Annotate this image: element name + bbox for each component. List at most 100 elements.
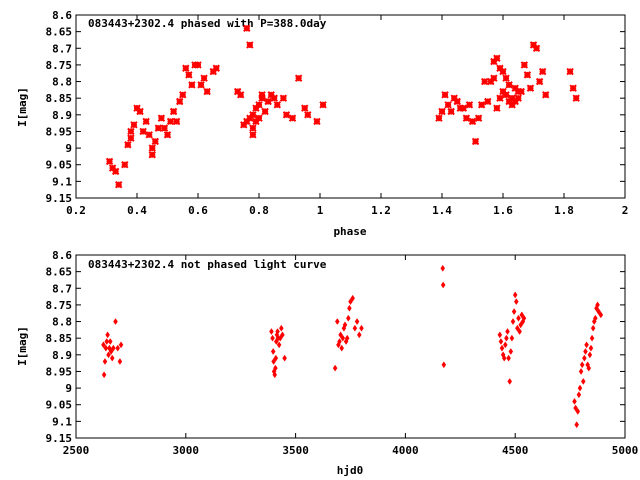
data-point bbox=[249, 111, 257, 119]
data-point bbox=[584, 341, 589, 349]
data-point bbox=[127, 134, 135, 142]
y-ticks: 8.6 8.65 8.7 8.75 8.8 8.85 8.9 8.95 9 9.05 9.1 9.15 bbox=[46, 9, 625, 205]
data-point bbox=[115, 344, 121, 352]
y-tick-label: 8.6 bbox=[52, 9, 72, 22]
data-point bbox=[288, 114, 297, 122]
x-tick-label: 0.6 bbox=[188, 204, 208, 217]
data-point bbox=[350, 294, 355, 302]
data-point bbox=[509, 334, 515, 342]
data-point bbox=[569, 84, 577, 92]
y-tick-label: 8.75 bbox=[46, 59, 73, 72]
data-point bbox=[130, 121, 138, 129]
data-point bbox=[493, 54, 501, 62]
data-point bbox=[104, 338, 110, 345]
x-axis-label: hjd0 bbox=[337, 464, 364, 477]
data-point bbox=[246, 41, 254, 49]
y-tick-label: 9.05 bbox=[46, 399, 73, 412]
y-tick-label: 9 bbox=[65, 142, 72, 155]
data-point bbox=[518, 321, 523, 329]
data-point bbox=[114, 180, 123, 189]
data-point bbox=[453, 97, 461, 106]
data-point bbox=[264, 97, 272, 106]
data-point bbox=[474, 114, 483, 122]
data-point bbox=[589, 334, 595, 342]
data-point bbox=[471, 137, 480, 146]
unphased-light-curve-panel: 083443+2302.4 not phased light curve hjd… bbox=[16, 249, 638, 477]
data-point bbox=[582, 354, 587, 362]
y-tick-label: 9.1 bbox=[52, 175, 72, 188]
data-point bbox=[513, 298, 519, 306]
data-point bbox=[270, 334, 275, 342]
data-point bbox=[261, 107, 269, 116]
data-point bbox=[590, 324, 596, 332]
data-point bbox=[313, 117, 321, 126]
data-point bbox=[462, 114, 471, 122]
x-tick-label: 2500 bbox=[63, 444, 90, 457]
y-tick-label: 8.8 bbox=[52, 316, 72, 329]
data-point bbox=[484, 97, 492, 106]
data-point bbox=[279, 94, 288, 102]
y-tick-label: 8.7 bbox=[52, 42, 72, 55]
data-point bbox=[197, 81, 205, 89]
data-point bbox=[493, 104, 501, 112]
data-point bbox=[586, 364, 592, 372]
data-point bbox=[517, 328, 522, 335]
data-point bbox=[142, 117, 150, 126]
data-point bbox=[510, 318, 516, 325]
data-point bbox=[136, 107, 144, 116]
y-tick-label: 9.15 bbox=[46, 192, 73, 205]
data-point bbox=[160, 124, 169, 132]
data-point bbox=[588, 344, 594, 352]
data-point bbox=[502, 74, 510, 82]
data-point bbox=[270, 348, 276, 355]
data-point bbox=[109, 354, 115, 362]
data-point bbox=[440, 281, 446, 289]
y-tick-label: 8.9 bbox=[52, 109, 72, 122]
data-points bbox=[105, 24, 580, 189]
data-point bbox=[441, 361, 447, 369]
data-point bbox=[541, 91, 550, 99]
data-point bbox=[105, 157, 114, 166]
data-point bbox=[507, 377, 513, 385]
data-point bbox=[258, 94, 266, 102]
data-point bbox=[121, 161, 129, 169]
x-tick-label: 0.4 bbox=[127, 204, 147, 217]
x-tick-label: 3000 bbox=[173, 444, 200, 457]
data-point bbox=[270, 94, 278, 102]
data-point bbox=[124, 141, 132, 149]
data-point bbox=[441, 91, 449, 99]
data-point bbox=[282, 111, 291, 119]
data-point bbox=[576, 391, 582, 399]
y-tick-label: 8.75 bbox=[46, 299, 73, 312]
data-point bbox=[163, 131, 172, 139]
data-point bbox=[468, 117, 477, 126]
data-point bbox=[578, 368, 584, 375]
data-point bbox=[127, 127, 135, 136]
data-point bbox=[179, 91, 187, 99]
y-tick-label: 8.9 bbox=[52, 349, 72, 362]
data-point bbox=[440, 264, 446, 272]
data-point bbox=[508, 348, 514, 355]
data-point bbox=[504, 334, 509, 342]
y-tick-label: 9.1 bbox=[52, 415, 72, 428]
data-point bbox=[319, 101, 327, 109]
x-tick-label: 3500 bbox=[282, 444, 309, 457]
data-point bbox=[151, 137, 160, 146]
data-point bbox=[496, 94, 504, 102]
data-point bbox=[188, 81, 196, 89]
x-tick-label: 1.4 bbox=[432, 204, 452, 217]
data-point bbox=[506, 354, 511, 362]
data-point bbox=[538, 67, 547, 76]
data-point bbox=[573, 404, 578, 412]
data-point bbox=[249, 131, 257, 139]
data-points bbox=[101, 264, 604, 429]
data-point bbox=[583, 348, 588, 355]
y-tick-label: 8.65 bbox=[46, 26, 73, 39]
data-point bbox=[596, 308, 601, 316]
data-point bbox=[271, 358, 276, 365]
data-point bbox=[348, 298, 353, 306]
y-tick-label: 8.85 bbox=[46, 332, 73, 345]
data-point bbox=[172, 117, 181, 126]
data-point bbox=[511, 97, 519, 106]
data-point bbox=[276, 341, 282, 349]
